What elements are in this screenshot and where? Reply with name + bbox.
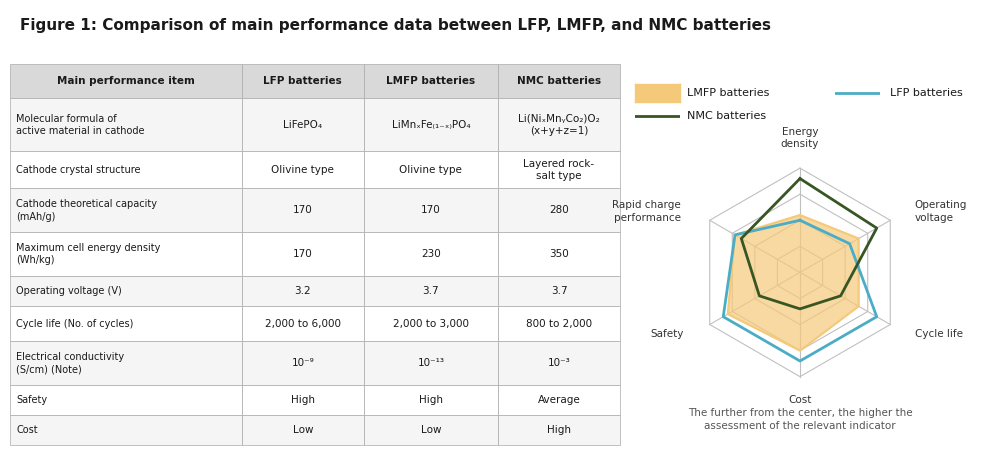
- Text: 10⁻¹³: 10⁻¹³: [417, 358, 444, 368]
- Text: Maximum cell energy density
(Wh/kg): Maximum cell energy density (Wh/kg): [16, 243, 160, 266]
- Bar: [498, 232, 620, 276]
- Text: 3.2: 3.2: [294, 286, 311, 296]
- Text: 10⁻³: 10⁻³: [548, 358, 570, 368]
- Text: Cathode theoretical capacity
(mAh/g): Cathode theoretical capacity (mAh/g): [16, 199, 157, 222]
- Bar: [364, 385, 498, 415]
- Bar: [242, 306, 364, 341]
- Text: Safety: Safety: [16, 395, 47, 405]
- Text: Main performance item: Main performance item: [57, 76, 195, 86]
- Text: LFP batteries: LFP batteries: [890, 88, 963, 98]
- Text: Molecular formula of
active material in cathode: Molecular formula of active material in …: [16, 114, 145, 136]
- Text: Low: Low: [293, 425, 313, 435]
- Text: High: High: [547, 425, 571, 435]
- Text: 800 to 2,000: 800 to 2,000: [526, 319, 592, 329]
- Bar: [498, 98, 620, 151]
- Text: Olivine type: Olivine type: [399, 165, 462, 175]
- Bar: [498, 341, 620, 385]
- Text: 170: 170: [421, 205, 441, 215]
- Bar: [498, 306, 620, 341]
- Bar: [10, 151, 242, 188]
- Text: LiMnₓFe₍₁₋ₓ₎PO₄: LiMnₓFe₍₁₋ₓ₎PO₄: [392, 120, 470, 130]
- Text: Figure 1: Comparison of main performance data between LFP, LMFP, and NMC batteri: Figure 1: Comparison of main performance…: [20, 18, 771, 33]
- Bar: [364, 276, 498, 306]
- Bar: [10, 276, 242, 306]
- Bar: [364, 415, 498, 445]
- Text: 350: 350: [549, 249, 569, 259]
- Bar: [242, 341, 364, 385]
- Bar: [242, 276, 364, 306]
- Bar: [242, 385, 364, 415]
- Bar: [10, 188, 242, 232]
- Bar: [498, 415, 620, 445]
- Bar: [498, 151, 620, 188]
- Bar: [242, 64, 364, 98]
- Text: 2,000 to 3,000: 2,000 to 3,000: [393, 319, 469, 329]
- Bar: [10, 64, 242, 98]
- Bar: [242, 415, 364, 445]
- Text: Low: Low: [421, 425, 441, 435]
- Text: 3.7: 3.7: [551, 286, 567, 296]
- Text: Cycle life: Cycle life: [915, 330, 963, 340]
- Text: 170: 170: [293, 249, 313, 259]
- Text: Operating
voltage: Operating voltage: [915, 200, 967, 222]
- Text: 3.7: 3.7: [423, 286, 439, 296]
- Bar: [10, 341, 242, 385]
- Text: 170: 170: [293, 205, 313, 215]
- Text: 230: 230: [421, 249, 441, 259]
- Bar: [364, 232, 498, 276]
- Text: 2,000 to 6,000: 2,000 to 6,000: [265, 319, 341, 329]
- Text: Electrical conductivity
(S/cm) (Note): Electrical conductivity (S/cm) (Note): [16, 352, 124, 374]
- Bar: [364, 98, 498, 151]
- Text: Olivine type: Olivine type: [271, 165, 334, 175]
- Bar: [10, 306, 242, 341]
- Polygon shape: [728, 215, 859, 350]
- Bar: [364, 64, 498, 98]
- Text: Average: Average: [538, 395, 580, 405]
- Text: Operating voltage (V): Operating voltage (V): [16, 286, 122, 296]
- Text: LMFP batteries: LMFP batteries: [687, 88, 769, 98]
- Text: Li(NiₓMnᵧCo₂)O₂
(x+y+z=1): Li(NiₓMnᵧCo₂)O₂ (x+y+z=1): [518, 114, 600, 136]
- Text: LFP batteries: LFP batteries: [263, 76, 342, 86]
- Text: LMFP batteries: LMFP batteries: [386, 76, 475, 86]
- Text: Cost: Cost: [16, 425, 38, 435]
- Bar: [364, 341, 498, 385]
- Text: Layered rock-
salt type: Layered rock- salt type: [523, 159, 595, 181]
- Text: High: High: [291, 395, 315, 405]
- Bar: [242, 188, 364, 232]
- Text: 280: 280: [549, 205, 569, 215]
- Text: Cycle life (No. of cycles): Cycle life (No. of cycles): [16, 319, 133, 329]
- Bar: [498, 64, 620, 98]
- Text: Energy
density: Energy density: [781, 127, 819, 149]
- Bar: [10, 98, 242, 151]
- Bar: [10, 385, 242, 415]
- Bar: [498, 188, 620, 232]
- Bar: [498, 276, 620, 306]
- Bar: [364, 306, 498, 341]
- Text: 10⁻⁹: 10⁻⁹: [291, 358, 314, 368]
- Bar: [10, 232, 242, 276]
- Bar: [242, 98, 364, 151]
- Bar: [10, 415, 242, 445]
- Text: Safety: Safety: [650, 330, 683, 340]
- Bar: [242, 151, 364, 188]
- Text: NMC batteries: NMC batteries: [687, 111, 766, 121]
- Text: Cathode crystal structure: Cathode crystal structure: [16, 165, 141, 175]
- Text: High: High: [419, 395, 443, 405]
- Text: Rapid charge
performance: Rapid charge performance: [612, 200, 681, 222]
- Text: NMC batteries: NMC batteries: [517, 76, 601, 86]
- Bar: [498, 385, 620, 415]
- Text: The further from the center, the higher the
assessment of the relevant indicator: The further from the center, the higher …: [688, 408, 912, 431]
- Text: Cost: Cost: [788, 395, 812, 405]
- Bar: [242, 232, 364, 276]
- Bar: [364, 188, 498, 232]
- Bar: [364, 151, 498, 188]
- Text: LiFePO₄: LiFePO₄: [283, 120, 322, 130]
